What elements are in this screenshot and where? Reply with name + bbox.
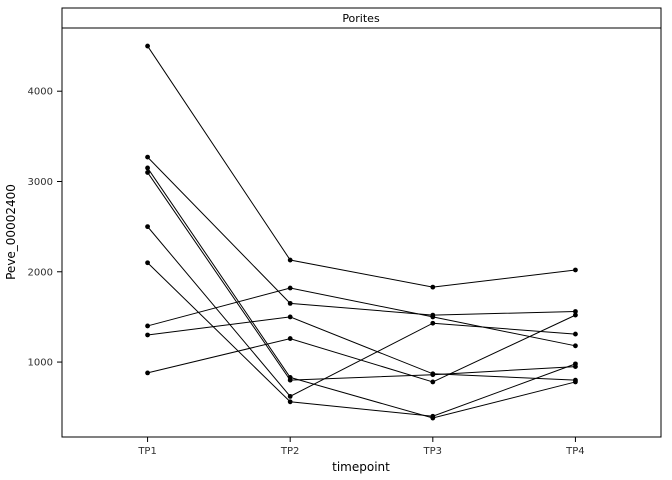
data-point: [287, 257, 293, 263]
data-point: [287, 314, 293, 320]
data-point: [287, 399, 293, 405]
data-point: [573, 361, 578, 367]
data-point: [430, 413, 436, 419]
x-tick-label: TP3: [423, 446, 443, 457]
data-point: [145, 224, 150, 230]
y-tick-label: 3000: [28, 177, 53, 188]
series-layer: [145, 43, 578, 421]
data-point: [430, 371, 436, 377]
x-tick-label: TP1: [137, 446, 157, 457]
x-axis-title: timepoint: [332, 460, 390, 474]
data-point: [573, 309, 578, 314]
data-point: [145, 260, 150, 266]
data-point: [145, 170, 150, 175]
y-axis-title: Peve_00002400: [4, 184, 18, 280]
data-point: [430, 379, 436, 385]
data-point: [430, 314, 436, 320]
axes-layer: 1000 2000 3000 4000 TP1 TP2 TP3 TP4: [28, 87, 585, 457]
data-point: [145, 370, 150, 376]
facet-strip: Porites: [61, 7, 662, 29]
data-point: [430, 284, 436, 290]
series-line: [147, 172, 576, 381]
data-point: [287, 393, 293, 399]
data-point: [287, 377, 293, 383]
data-point: [573, 267, 578, 273]
y-tick-label: 2000: [28, 267, 53, 278]
y-tick-label: 1000: [28, 358, 53, 369]
data-point: [145, 323, 150, 329]
data-point: [430, 320, 436, 326]
series-line: [147, 262, 576, 417]
y-tick-label: 4000: [28, 87, 53, 98]
series-line: [147, 45, 576, 288]
facet-strip-title: Porites: [342, 12, 380, 25]
data-point: [287, 285, 293, 291]
x-tick-label: TP2: [280, 446, 300, 457]
series-line: [147, 156, 576, 316]
data-point: [573, 331, 578, 337]
data-point: [145, 165, 150, 171]
data-point: [573, 343, 578, 349]
series-line: [147, 314, 576, 383]
data-point: [573, 377, 578, 383]
data-point: [145, 332, 150, 338]
data-point: [287, 300, 293, 306]
data-point: [573, 312, 578, 318]
series-line: [147, 287, 576, 347]
x-tick-label: TP4: [565, 446, 585, 457]
data-point: [287, 336, 293, 341]
series-line: [147, 316, 576, 381]
series-line: [147, 167, 576, 419]
data-point: [145, 154, 150, 160]
data-point: [145, 43, 150, 49]
